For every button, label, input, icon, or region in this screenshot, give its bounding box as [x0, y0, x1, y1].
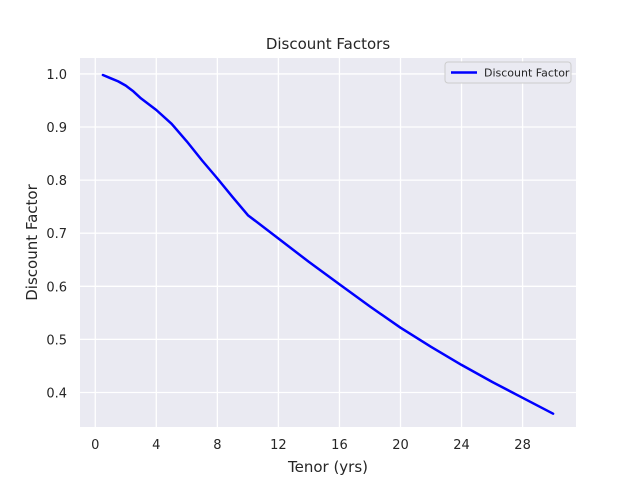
y-tick-label: 0.7	[46, 227, 67, 242]
y-axis-label: Discount Factor	[23, 183, 41, 300]
y-tick-label: 1.0	[46, 68, 67, 83]
x-axis-label: Tenor (yrs)	[287, 458, 368, 476]
x-tick-label: 20	[392, 438, 409, 453]
y-tick-label: 0.6	[46, 280, 67, 295]
plot-area	[80, 58, 576, 427]
x-tick-label: 12	[270, 438, 287, 453]
x-tick-label: 24	[453, 438, 470, 453]
series-line-0	[101, 73, 555, 415]
x-tick-label: 4	[152, 438, 160, 453]
x-tick-label: 8	[213, 438, 221, 453]
y-tick-label: 0.8	[46, 174, 67, 189]
legend-entry-label: Discount Factor	[484, 67, 570, 80]
y-tick-label: 0.5	[46, 333, 67, 348]
series-layer	[101, 73, 555, 415]
legend: Discount Factor	[444, 61, 572, 84]
legend-box	[444, 61, 572, 84]
y-axis-ticks: 0.4 0.5 0.6 0.7 0.8 0.9 1.0	[46, 68, 67, 402]
x-axis-ticks: 0 4 8 12 16 20 24 28	[91, 438, 531, 453]
x-tick-label: 0	[91, 438, 99, 453]
x-tick-label: 16	[331, 438, 348, 453]
x-tick-label: 28	[514, 438, 531, 453]
y-tick-label: 0.4	[46, 386, 67, 401]
grid	[80, 58, 576, 427]
y-tick-label: 0.9	[46, 121, 67, 136]
chart-title: Discount Factors	[266, 35, 391, 53]
